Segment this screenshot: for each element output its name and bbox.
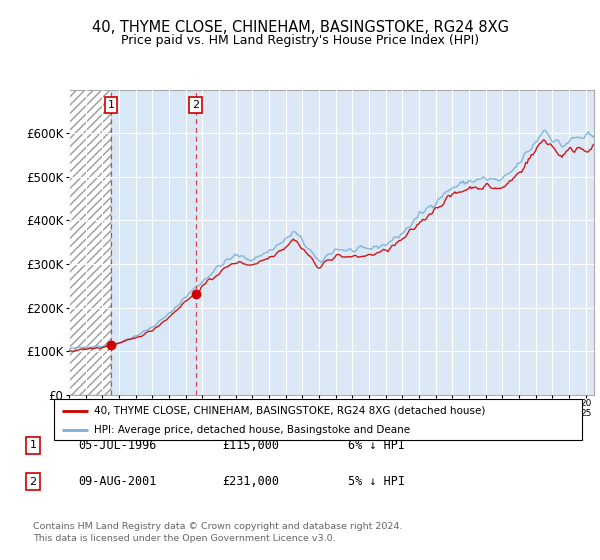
Bar [111,90,196,395]
Text: 5% ↓ HPI: 5% ↓ HPI [348,475,405,488]
Text: Price paid vs. HM Land Registry's House Price Index (HPI): Price paid vs. HM Land Registry's House … [121,34,479,46]
Text: 2: 2 [192,100,199,110]
Text: Contains HM Land Registry data © Crown copyright and database right 2024.
This d: Contains HM Land Registry data © Crown c… [33,522,403,543]
Text: 1: 1 [29,440,37,450]
Text: £231,000: £231,000 [222,475,279,488]
Text: 40, THYME CLOSE, CHINEHAM, BASINGSTOKE, RG24 8XG: 40, THYME CLOSE, CHINEHAM, BASINGSTOKE, … [91,20,509,35]
Text: 05-JUL-1996: 05-JUL-1996 [78,438,157,452]
Text: HPI: Average price, detached house, Basingstoke and Deane: HPI: Average price, detached house, Basi… [94,424,410,435]
Text: 6% ↓ HPI: 6% ↓ HPI [348,438,405,452]
Text: 2: 2 [29,477,37,487]
Text: £115,000: £115,000 [222,438,279,452]
Text: 1: 1 [107,100,115,110]
Text: 40, THYME CLOSE, CHINEHAM, BASINGSTOKE, RG24 8XG (detached house): 40, THYME CLOSE, CHINEHAM, BASINGSTOKE, … [94,405,485,416]
Bar [69,90,111,395]
Text: 09-AUG-2001: 09-AUG-2001 [78,475,157,488]
